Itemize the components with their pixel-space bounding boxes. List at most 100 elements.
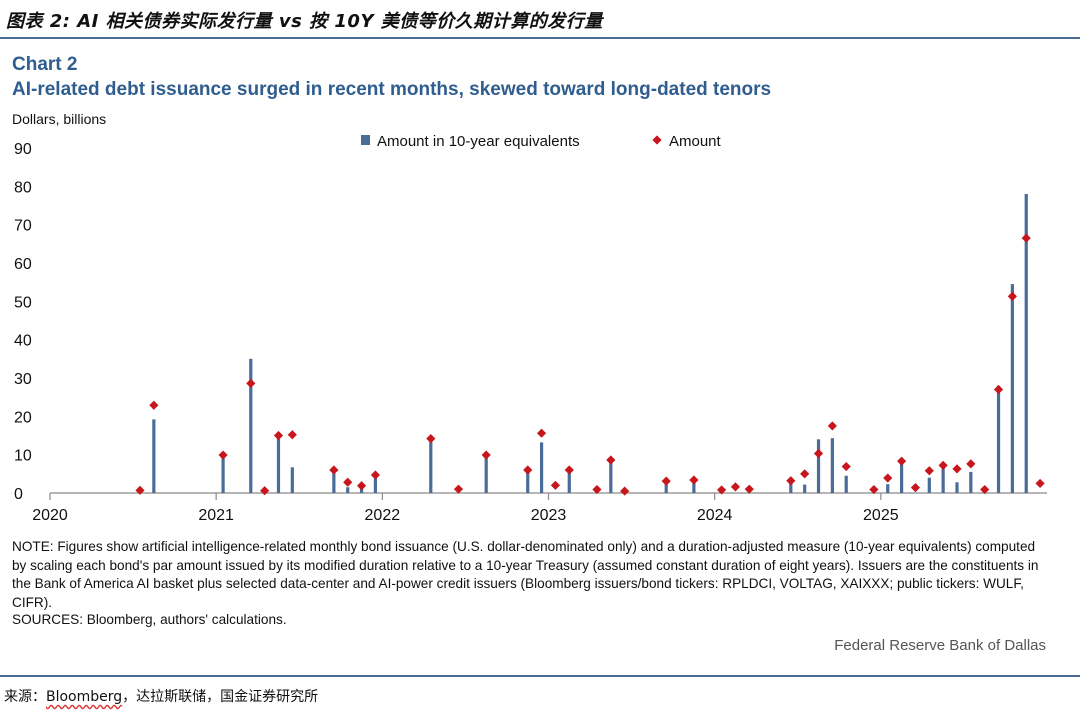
bar — [692, 480, 696, 493]
amount-marker — [716, 485, 727, 495]
source-rest: ，达拉斯联储，国金证券研究所 — [122, 689, 319, 705]
y-axis-units-label: Dollars, billions — [12, 111, 107, 127]
amount-marker — [980, 484, 990, 495]
bar — [290, 467, 294, 493]
y-tick-label: 50 — [14, 294, 32, 311]
amount-marker — [661, 476, 671, 486]
amount-marker — [426, 433, 436, 444]
bar — [567, 472, 571, 493]
amount-marker — [966, 459, 976, 469]
amount-marker — [592, 484, 602, 495]
amount-marker — [356, 481, 367, 491]
amount-marker — [370, 470, 381, 480]
bar — [276, 437, 281, 493]
chart-note: NOTE: Figures show artificial intelligen… — [12, 539, 1039, 610]
bar — [152, 419, 156, 493]
amount-marker — [841, 461, 851, 472]
x-tick-label: 2020 — [32, 507, 68, 524]
y-tick-label: 80 — [14, 179, 32, 196]
amount-marker — [260, 486, 270, 496]
amount-marker — [523, 465, 533, 475]
bar — [221, 456, 225, 493]
bar — [886, 484, 890, 493]
amount-marker — [273, 430, 284, 441]
amount-marker — [924, 466, 934, 476]
chart-label: Chart 2 — [12, 54, 78, 75]
amount-marker — [606, 455, 616, 465]
amount-marker — [952, 464, 962, 474]
legend-bar-swatch — [361, 135, 370, 145]
amount-marker — [536, 428, 547, 438]
legend-label: Amount in 10-year equivalents — [377, 133, 580, 150]
amount-marker — [620, 486, 630, 496]
amount-marker — [897, 456, 907, 466]
source-line: 来源：Bloomberg，达拉斯联储，国金证券研究所 — [4, 686, 318, 706]
amount-marker — [149, 400, 159, 410]
amount-marker — [218, 450, 228, 460]
bar — [996, 385, 1001, 493]
bottom-divider — [0, 675, 1080, 677]
source-bloomberg: Bloomberg — [46, 689, 123, 705]
x-tick-label: 2024 — [697, 507, 733, 524]
bar — [969, 471, 973, 493]
bar — [941, 466, 945, 493]
y-tick-label: 20 — [14, 409, 32, 426]
bar — [927, 477, 931, 493]
bar — [816, 439, 821, 493]
amount-marker — [883, 473, 893, 483]
amount-marker — [744, 484, 754, 494]
amount-marker — [329, 465, 339, 475]
amount-marker — [246, 378, 256, 388]
y-tick-label: 60 — [14, 256, 32, 273]
amount-marker — [453, 484, 464, 494]
amount-marker — [869, 484, 879, 495]
bar — [1010, 284, 1014, 493]
bar — [900, 464, 904, 493]
bar — [830, 438, 834, 493]
amount-marker — [1035, 478, 1045, 489]
x-tick-label: 2025 — [863, 507, 899, 524]
bar — [803, 484, 807, 493]
amount-marker — [343, 477, 353, 487]
x-tick-label: 2022 — [365, 507, 401, 524]
amount-marker — [786, 476, 796, 486]
amount-marker — [813, 448, 824, 459]
chart-sources: SOURCES: Bloomberg, authors' calculation… — [12, 612, 287, 627]
amount-marker — [910, 483, 921, 493]
y-tick-label: 90 — [14, 141, 32, 158]
bar — [789, 481, 793, 493]
bar — [346, 487, 350, 493]
bar — [332, 471, 336, 493]
amount-marker — [689, 475, 699, 485]
amount-marker — [827, 421, 837, 431]
amount-marker — [800, 469, 810, 479]
y-tick-label: 0 — [14, 486, 23, 503]
amount-marker — [481, 450, 491, 460]
bar — [664, 481, 668, 493]
y-tick-label: 40 — [14, 333, 32, 350]
amount-marker — [564, 465, 574, 475]
amount-marker — [938, 460, 948, 470]
legend-label: Amount — [669, 133, 722, 150]
bar — [1024, 194, 1028, 493]
y-tick-label: 30 — [14, 371, 32, 388]
amount-marker — [135, 485, 145, 495]
top-divider — [0, 37, 1080, 39]
bar — [526, 470, 530, 493]
legend-marker-swatch — [652, 135, 662, 145]
bar — [609, 461, 613, 493]
bar — [955, 482, 959, 493]
bar — [484, 455, 488, 493]
bar — [539, 442, 544, 493]
x-tick-label: 2021 — [198, 507, 234, 524]
amount-marker — [993, 384, 1004, 395]
credit-line: Federal Reserve Bank of Dallas — [834, 637, 1046, 654]
bar — [844, 475, 848, 493]
amount-marker — [1021, 233, 1031, 243]
y-tick-label: 70 — [14, 218, 32, 235]
amount-marker — [550, 480, 561, 490]
bar — [429, 439, 433, 493]
amount-marker — [287, 430, 297, 440]
x-tick-label: 2023 — [531, 507, 567, 524]
issuance-chart: 0 10 20 30 40 50 60 70 80 90 2020 2021 2022 2023 2024 2… — [14, 133, 1047, 524]
